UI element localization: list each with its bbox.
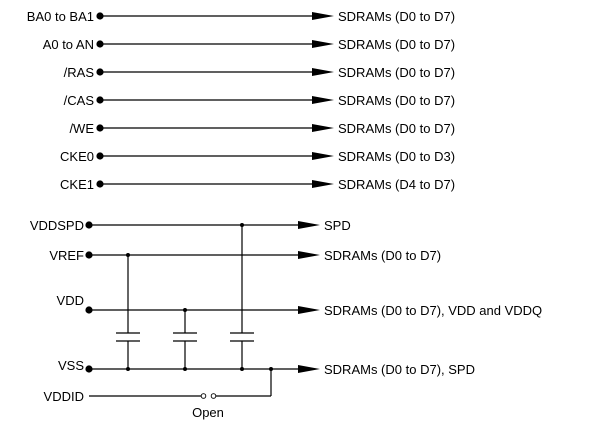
power-label: VSS: [58, 358, 84, 373]
arrow-head-icon: [298, 221, 320, 229]
power-line-vddid: VDDID Open: [44, 367, 273, 420]
signal-line-cke1: CKE1 SDRAMs (D4 to D7): [60, 177, 455, 192]
power-label: VDDSPD: [30, 218, 84, 233]
power-label: VDD: [57, 293, 84, 308]
signal-label: CKE1: [60, 177, 94, 192]
signal-label: A0 to AN: [43, 37, 94, 52]
open-contact-icon: [210, 393, 217, 399]
signal-label: /CAS: [64, 93, 95, 108]
signal-destination: SDRAMs (D0 to D3): [338, 149, 455, 164]
signal-label: /RAS: [64, 65, 95, 80]
arrow-head-icon: [312, 152, 334, 160]
junction-dot: [240, 223, 244, 227]
power-line-vddspd: VDDSPD SPD: [30, 218, 351, 233]
signal-line-a: A0 to AN SDRAMs (D0 to D7): [43, 37, 455, 52]
signal-destination: SDRAMs (D0 to D7): [338, 121, 455, 136]
junction-dot: [183, 367, 187, 371]
power-destination: SDRAMs (D0 to D7): [324, 248, 441, 263]
power-line-vref: VREF SDRAMs (D0 to D7): [49, 248, 441, 263]
open-contact-icon: [200, 393, 207, 399]
signal-line-we: /WE SDRAMs (D0 to D7): [69, 121, 455, 136]
signal-line-cke0: CKE0 SDRAMs (D0 to D3): [60, 149, 455, 164]
arrow-head-icon: [298, 251, 320, 259]
arrow-head-icon: [312, 40, 334, 48]
arrow-head-icon: [298, 306, 320, 314]
signal-line-ras: /RAS SDRAMs (D0 to D7): [64, 65, 455, 80]
power-label: VREF: [49, 248, 84, 263]
capacitor-vref-vss: [116, 253, 140, 371]
power-destination: SPD: [324, 218, 351, 233]
signal-label: /WE: [69, 121, 94, 136]
junction-dot: [126, 253, 130, 257]
power-line-vdd: VDD SDRAMs (D0 to D7), VDD and VDDQ: [57, 293, 543, 318]
signal-destination: SDRAMs (D0 to D7): [338, 93, 455, 108]
signal-destination: SDRAMs (D0 to D7): [338, 65, 455, 80]
junction-dot: [126, 367, 130, 371]
signal-destination: SDRAMs (D0 to D7): [338, 37, 455, 52]
power-label: VDDID: [44, 389, 84, 404]
junction-dot: [183, 308, 187, 312]
open-label: Open: [192, 405, 224, 420]
capacitor-vdd-vss: [173, 308, 197, 371]
arrow-head-icon: [312, 124, 334, 132]
signal-line-ba: BA0 to BA1 SDRAMs (D0 to D7): [27, 9, 455, 24]
capacitor-vddspd-vss: [230, 223, 254, 371]
signal-label: CKE0: [60, 149, 94, 164]
arrow-head-icon: [312, 96, 334, 104]
arrow-head-icon: [312, 180, 334, 188]
junction-dot: [240, 367, 244, 371]
power-line-vss: VSS SDRAMs (D0 to D7), SPD: [58, 358, 475, 377]
signal-destination: SDRAMs (D0 to D7): [338, 9, 455, 24]
power-destination: SDRAMs (D0 to D7), SPD: [324, 362, 475, 377]
signal-destination: SDRAMs (D4 to D7): [338, 177, 455, 192]
power-destination: SDRAMs (D0 to D7), VDD and VDDQ: [324, 303, 542, 318]
signal-label: BA0 to BA1: [27, 9, 94, 24]
arrow-head-icon: [312, 68, 334, 76]
junction-dot: [269, 367, 273, 371]
signal-line-cas: /CAS SDRAMs (D0 to D7): [64, 93, 455, 108]
arrow-head-icon: [298, 365, 320, 373]
arrow-head-icon: [312, 12, 334, 20]
